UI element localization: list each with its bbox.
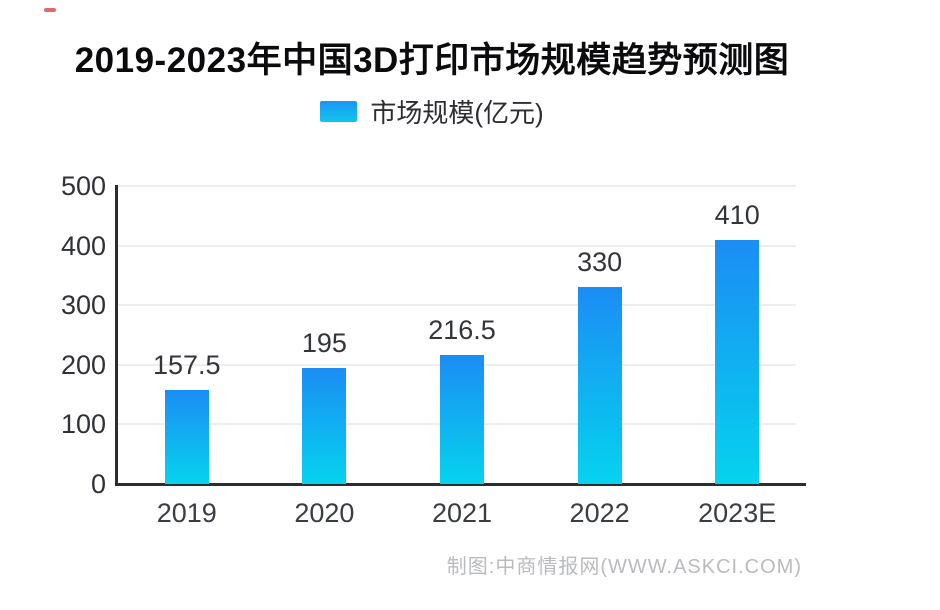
bar-2023E xyxy=(715,239,760,484)
y-axis-tick-label: 100 xyxy=(60,409,106,440)
bar-2020 xyxy=(302,367,347,484)
bar-value-label: 410 xyxy=(714,199,760,230)
y-axis-tick-label: 200 xyxy=(60,349,106,380)
bar-value-label: 157.5 xyxy=(153,350,221,381)
bar-2022 xyxy=(577,287,622,484)
chart-title: 2019-2023年中国3D打印市场规模趋势预测图 xyxy=(74,41,790,80)
gridline-y-300 xyxy=(118,304,796,307)
y-axis-tick-label: 500 xyxy=(60,171,106,201)
y-axis-line xyxy=(115,185,118,486)
x-axis-tick-label: 2019 xyxy=(156,498,217,528)
gridline-y-500 xyxy=(118,185,796,187)
bar-2019 xyxy=(164,390,209,484)
bar-value-label: 195 xyxy=(301,327,347,358)
x-axis-tick-label: 2021 xyxy=(431,498,493,528)
x-axis-tick-label: 2023E xyxy=(698,498,777,528)
bar-value-label: 330 xyxy=(577,247,623,278)
x-axis-tick-label: 2020 xyxy=(294,498,355,528)
legend-swatch-icon xyxy=(320,101,358,122)
y-axis-tick-label: 0 xyxy=(90,469,106,499)
bar-value-label: 216.5 xyxy=(428,314,496,345)
gridline-y-400 xyxy=(118,244,796,247)
legend-label: 市场规模(亿元) xyxy=(370,98,544,128)
x-axis-tick-label: 2022 xyxy=(569,498,630,528)
x-axis-line xyxy=(115,483,806,486)
source-credit: 制图:中商情报网(WWW.ASKCI.COM) xyxy=(446,556,802,578)
corner-red-mark xyxy=(44,8,56,12)
legend: 市场规模(亿元) xyxy=(0,93,864,130)
y-axis-tick-label: 400 xyxy=(60,230,106,261)
bar-2021 xyxy=(440,354,484,484)
y-axis-tick-label: 300 xyxy=(60,290,106,321)
